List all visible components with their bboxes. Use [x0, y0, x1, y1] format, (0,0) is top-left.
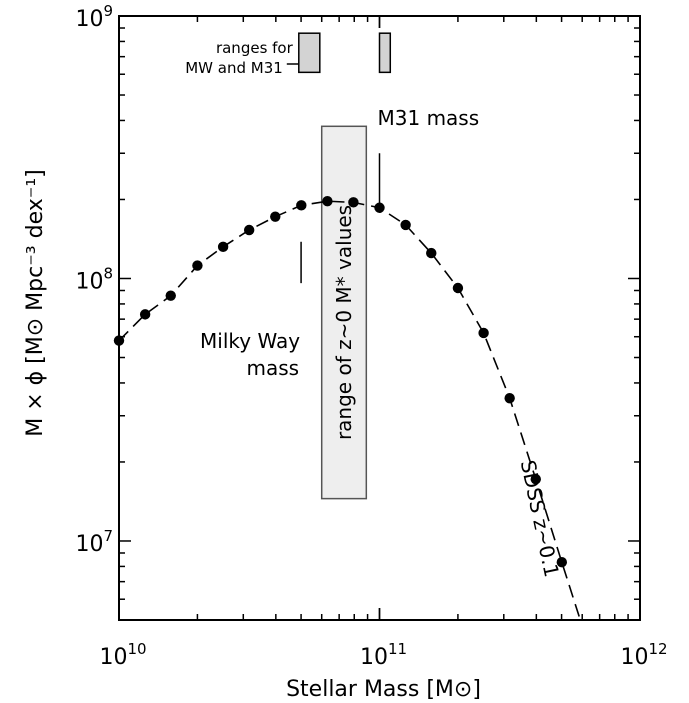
- y-tick-label: 108: [75, 264, 113, 294]
- series-label: SDSS z~0.1: [516, 458, 564, 579]
- axis-tick-labels: 1010 1011 1012 107 108 109: [75, 2, 667, 670]
- data-point: [530, 473, 541, 485]
- milky-way-label-line-2: mass: [247, 356, 300, 380]
- x-axis-label: Stellar Mass [M⊙]: [286, 677, 481, 702]
- data-point: [478, 327, 489, 339]
- y-axis-label: M × ϕ [M⊙ Mpc⁻³ dex⁻¹]: [23, 169, 48, 437]
- m31-range-box: [378, 32, 392, 74]
- x-tick-label: 1011: [360, 640, 407, 670]
- data-point: [504, 392, 515, 404]
- data-point: [374, 202, 385, 213]
- data-point: [426, 247, 437, 259]
- data-point: [400, 219, 411, 231]
- x-tick-label: 1012: [620, 640, 667, 670]
- y-tick-label: 107: [75, 527, 113, 557]
- data-point: [556, 557, 568, 568]
- data-point: [270, 211, 281, 222]
- data-point: [165, 290, 176, 301]
- data-point: [348, 197, 359, 208]
- sdss-series: [113, 195, 582, 620]
- band-label: range of z~0 M* values: [332, 205, 356, 440]
- mw-range-box: [298, 32, 321, 74]
- x-tick-label: 1010: [99, 640, 146, 670]
- ranges-label-line-2: MW and M31: [185, 59, 283, 77]
- data-point: [139, 309, 151, 320]
- ranges-label-line-1: ranges for: [216, 39, 294, 57]
- milky-way-label-line-1: Milky Way: [200, 329, 300, 353]
- data-point: [192, 260, 203, 271]
- data-point: [296, 200, 307, 211]
- m31-label: M31 mass: [378, 106, 480, 130]
- y-tick-label: 109: [75, 2, 113, 32]
- data-point: [322, 195, 333, 207]
- mstar-range-band: [320, 125, 368, 500]
- data-point: [452, 282, 464, 294]
- data-point: [243, 224, 255, 236]
- data-point: [217, 241, 229, 253]
- axis-ticks: [118, 15, 641, 621]
